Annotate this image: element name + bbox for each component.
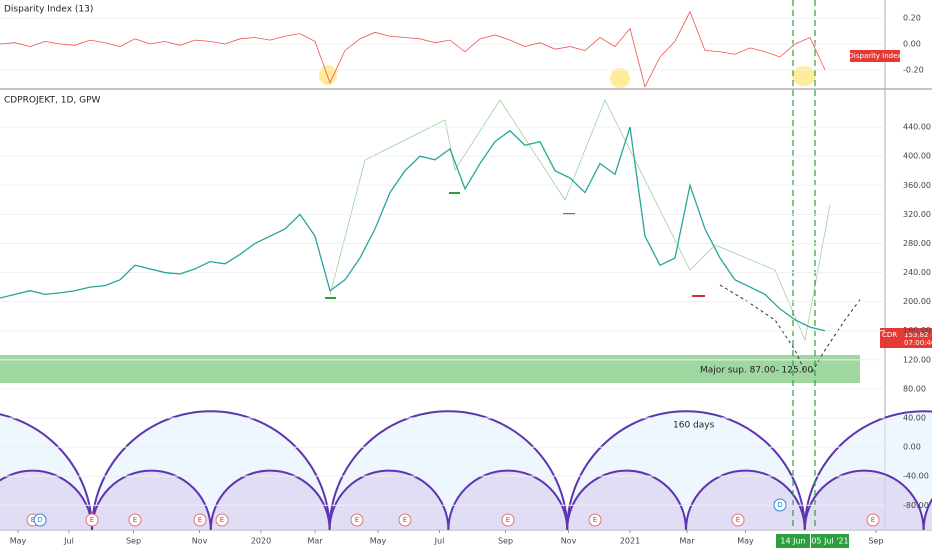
support-label: Major sup. 87.00- 125.00 — [700, 366, 813, 376]
event-marker — [350, 513, 364, 527]
event-marker — [588, 513, 602, 527]
y-tick-label: 280.00 — [903, 239, 931, 248]
event-marker — [501, 513, 515, 527]
event-marker — [731, 513, 745, 527]
x-tick-label: Jul — [434, 537, 445, 546]
y-tick-label: -40.00 — [903, 472, 929, 481]
indicator-tag-bg — [850, 50, 900, 62]
x-tick-label: May — [737, 537, 754, 546]
event-label: E — [593, 516, 597, 524]
cycle-arc — [922, 497, 932, 531]
cycle-arc — [209, 469, 331, 531]
x-tick-label: Sep — [868, 537, 883, 546]
cycle-arc — [447, 469, 569, 531]
date-tag: 05 Jul '21 — [811, 537, 848, 546]
date-tag: 14 Jun — [780, 537, 805, 546]
x-tick-label: May — [10, 537, 27, 546]
x-tick-label: Mar — [307, 537, 323, 546]
price-tag-bg — [880, 328, 932, 348]
event-label: E — [403, 516, 407, 524]
event-label: E — [871, 516, 875, 524]
y-tick-label: 120.00 — [903, 355, 931, 364]
symbol: CDR — [882, 331, 897, 339]
y-tick-label: 80.00 — [903, 384, 926, 393]
y-tick-label: 360.00 — [903, 181, 931, 190]
event-marker — [85, 513, 99, 527]
date-tag-bg — [776, 534, 810, 548]
x-tick-label: Sep — [126, 537, 141, 546]
series-line — [0, 10, 826, 88]
event-marker — [33, 513, 47, 527]
cycle-arc — [685, 469, 806, 531]
x-tick-label: 2020 — [251, 537, 271, 546]
y2-tick-label: 0.20 — [903, 14, 921, 23]
y-tick-label: 240.00 — [903, 268, 931, 277]
x-tick-label: May — [370, 537, 387, 546]
event-label: E — [90, 516, 94, 524]
y-tick-label: 200.00 — [903, 297, 931, 306]
event-marker — [128, 513, 142, 527]
y2-tick-label: -0.20 — [903, 65, 924, 74]
y-tick-label: -80.00 — [903, 501, 929, 510]
countdown: 07:00:46 — [904, 339, 932, 347]
cycles — [0, 410, 932, 531]
x-tick-label: 2021 — [620, 537, 640, 546]
x-tick-label: Sep — [498, 537, 513, 546]
x-tick-label: Mar — [679, 537, 695, 546]
projection — [719, 284, 806, 373]
highlight — [319, 65, 337, 85]
y-tick-label: 400.00 — [903, 152, 931, 161]
x-tick-label: Nov — [561, 537, 577, 546]
event-label: E — [355, 516, 359, 524]
x-tick-label: Nov — [192, 537, 208, 546]
event-marker — [866, 513, 880, 527]
last-price: 153.82 — [904, 331, 929, 339]
y-tick-label: 0.00 — [903, 443, 921, 452]
event-label: E — [198, 516, 202, 524]
event-label: E — [133, 516, 137, 524]
event-label: E — [31, 516, 35, 524]
highlight — [792, 66, 816, 86]
indicator-title: Disparity Index (13) — [4, 5, 93, 15]
event-label: E — [736, 516, 740, 524]
highlight — [610, 68, 630, 88]
event-label: D — [37, 516, 42, 524]
event-marker — [215, 513, 229, 527]
cycle-label: 160 days — [673, 421, 715, 431]
indicator-tag: Disparity Index — [849, 52, 902, 60]
date-tag-bg — [811, 534, 849, 548]
event-label: D — [777, 501, 782, 509]
cycle-arc — [91, 469, 212, 531]
event-label: E — [506, 516, 510, 524]
projection — [811, 296, 863, 373]
x-tick-label: Jul — [63, 537, 74, 546]
y2-tick-label: 0.00 — [903, 40, 921, 49]
chart-title: CDPROJEKT, 1D, GPW — [4, 96, 101, 106]
cycle-arc — [803, 469, 925, 531]
cycle-arc — [0, 469, 93, 531]
series-line — [0, 126, 826, 332]
event-marker — [398, 513, 412, 527]
y-tick-label: 160.00 — [903, 326, 931, 335]
event-marker — [193, 513, 207, 527]
event-label: E — [220, 516, 224, 524]
y-tick-label: 440.00 — [903, 123, 931, 132]
y-tick-label: 40.00 — [903, 414, 926, 423]
event-marker — [773, 498, 787, 512]
y-tick-label: 320.00 — [903, 210, 931, 219]
